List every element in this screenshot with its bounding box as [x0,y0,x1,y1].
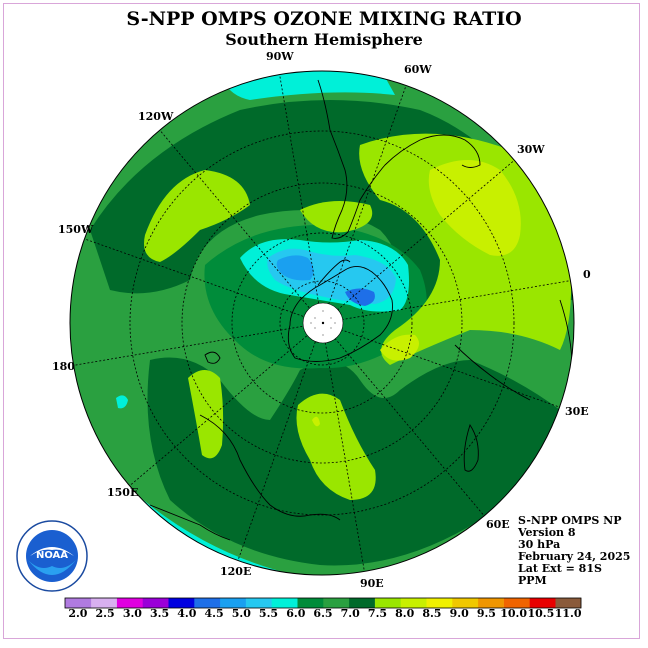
field-cyan-left-spot [116,395,128,409]
colorbar-tick-label: 7.5 [367,607,388,620]
colorbar-swatch [245,598,272,608]
colorbar-swatch [323,598,350,608]
colorbar-swatch [374,598,401,608]
field-yellow-green-east [359,133,572,365]
lon-label-90w: 90W [266,50,294,63]
colorbar-swatch [271,598,298,608]
colorbar-swatch [168,598,195,608]
lon-label-120e: 120E [220,565,252,578]
colorbar-swatch [452,598,479,608]
field-yellow-green-sw [188,370,224,459]
pole-dots [310,310,336,336]
colorbar-swatch [142,598,169,608]
colorbar-swatch [477,598,504,608]
field-lime-south-spot [312,416,320,427]
colorbar-tick-label: 10.0 [500,607,527,620]
field-deep-blue-core [345,288,375,306]
info-version: Version 8 [518,526,576,539]
coast-antarctic-peninsula [317,259,351,286]
info-instrument: S-NPP OMPS NP [518,514,622,527]
info-date: February 24, 2025 [518,550,631,563]
colorbar-swatch [503,598,530,608]
lon-label-180: 180 [52,360,75,373]
colorbar-swatch [90,598,117,608]
colorbar-tick-label: 9.0 [449,607,469,620]
map-boundary [69,70,575,576]
coast-new-zealand [204,351,221,364]
colorbar-swatch [219,598,246,608]
noaa-logo-text: NOAA [36,550,68,561]
coast-east-antarctic [454,344,531,401]
colorbar-tick-label: 2.5 [95,607,115,620]
lon-label-0: 0 [583,268,591,281]
lon-label-120w: 120W [138,110,174,123]
colorbar-tick-label: 3.0 [122,607,142,620]
colorbar-tick-label: 8.0 [395,607,415,620]
lon-label-30e: 30E [565,405,589,418]
colorbar-swatch [194,598,221,608]
colorbar-tick-label: 5.0 [231,607,251,620]
colorbar-tick-label: 4.5 [204,607,224,620]
coast-madagascar [463,423,479,472]
field-yellow-green-west [144,170,250,262]
coast-south-america [317,79,481,239]
colorbar-tick-label: 6.5 [313,607,333,620]
info-lat-extent: Lat Ext = 81S [518,562,602,575]
lon-label-150w: 150W [58,223,94,236]
colorbar-tick-label: 9.5 [476,607,496,620]
coast-antarctica [287,266,393,362]
coast-indonesia [149,504,231,541]
info-pressure: 30 hPa [518,538,561,551]
field-blue-core [276,255,314,281]
plot-frame [3,3,640,639]
colorbar-tick-label: 10.5 [527,607,555,620]
colorbar [64,597,582,609]
lon-label-60e: 60E [486,518,510,531]
colorbar-swatch [555,598,582,608]
colorbar-swatch [426,598,453,608]
field-lime-east [428,160,521,256]
colorbar-swatch [348,598,375,608]
colorbar-swatch [116,598,143,608]
info-units: PPM [518,574,547,587]
lon-label-90e: 90E [360,577,384,590]
colorbar-tick-label: 7.0 [340,607,360,620]
colorbar-swatch [529,598,556,608]
latitude-circles [129,130,515,516]
map-subtitle: Southern Hemisphere [225,30,423,49]
colorbar-tick-label: 3.5 [150,607,170,620]
noaa-logo-icon: NOAA [16,520,88,592]
colorbar-swatch [400,598,427,608]
colorbar-swatch [65,598,92,608]
colorbar-tick-label: 8.5 [422,607,442,620]
lon-label-60w: 60W [404,63,432,76]
lon-label-30w: 30W [517,143,545,156]
noaa-logo: NOAA [16,520,88,592]
coast-australia [199,414,341,521]
colorbar-swatch [297,598,324,608]
field-yellow-green-nw [300,201,373,233]
colorbar-tick-label: 4.0 [177,607,197,620]
map-title: S-NPP OMPS OZONE MIXING RATIO [126,8,522,30]
colorbar-tick-label: 11.0 [554,607,582,620]
colorbar-tick-label: 5.5 [258,607,279,620]
colorbar-frame [64,597,582,609]
colorbar-tick-label: 6.0 [286,607,306,620]
coastlines [149,79,573,541]
meridians [70,71,574,575]
lon-label-150e: 150E [107,486,139,499]
colorbar-tick-label: 2.0 [68,607,88,620]
